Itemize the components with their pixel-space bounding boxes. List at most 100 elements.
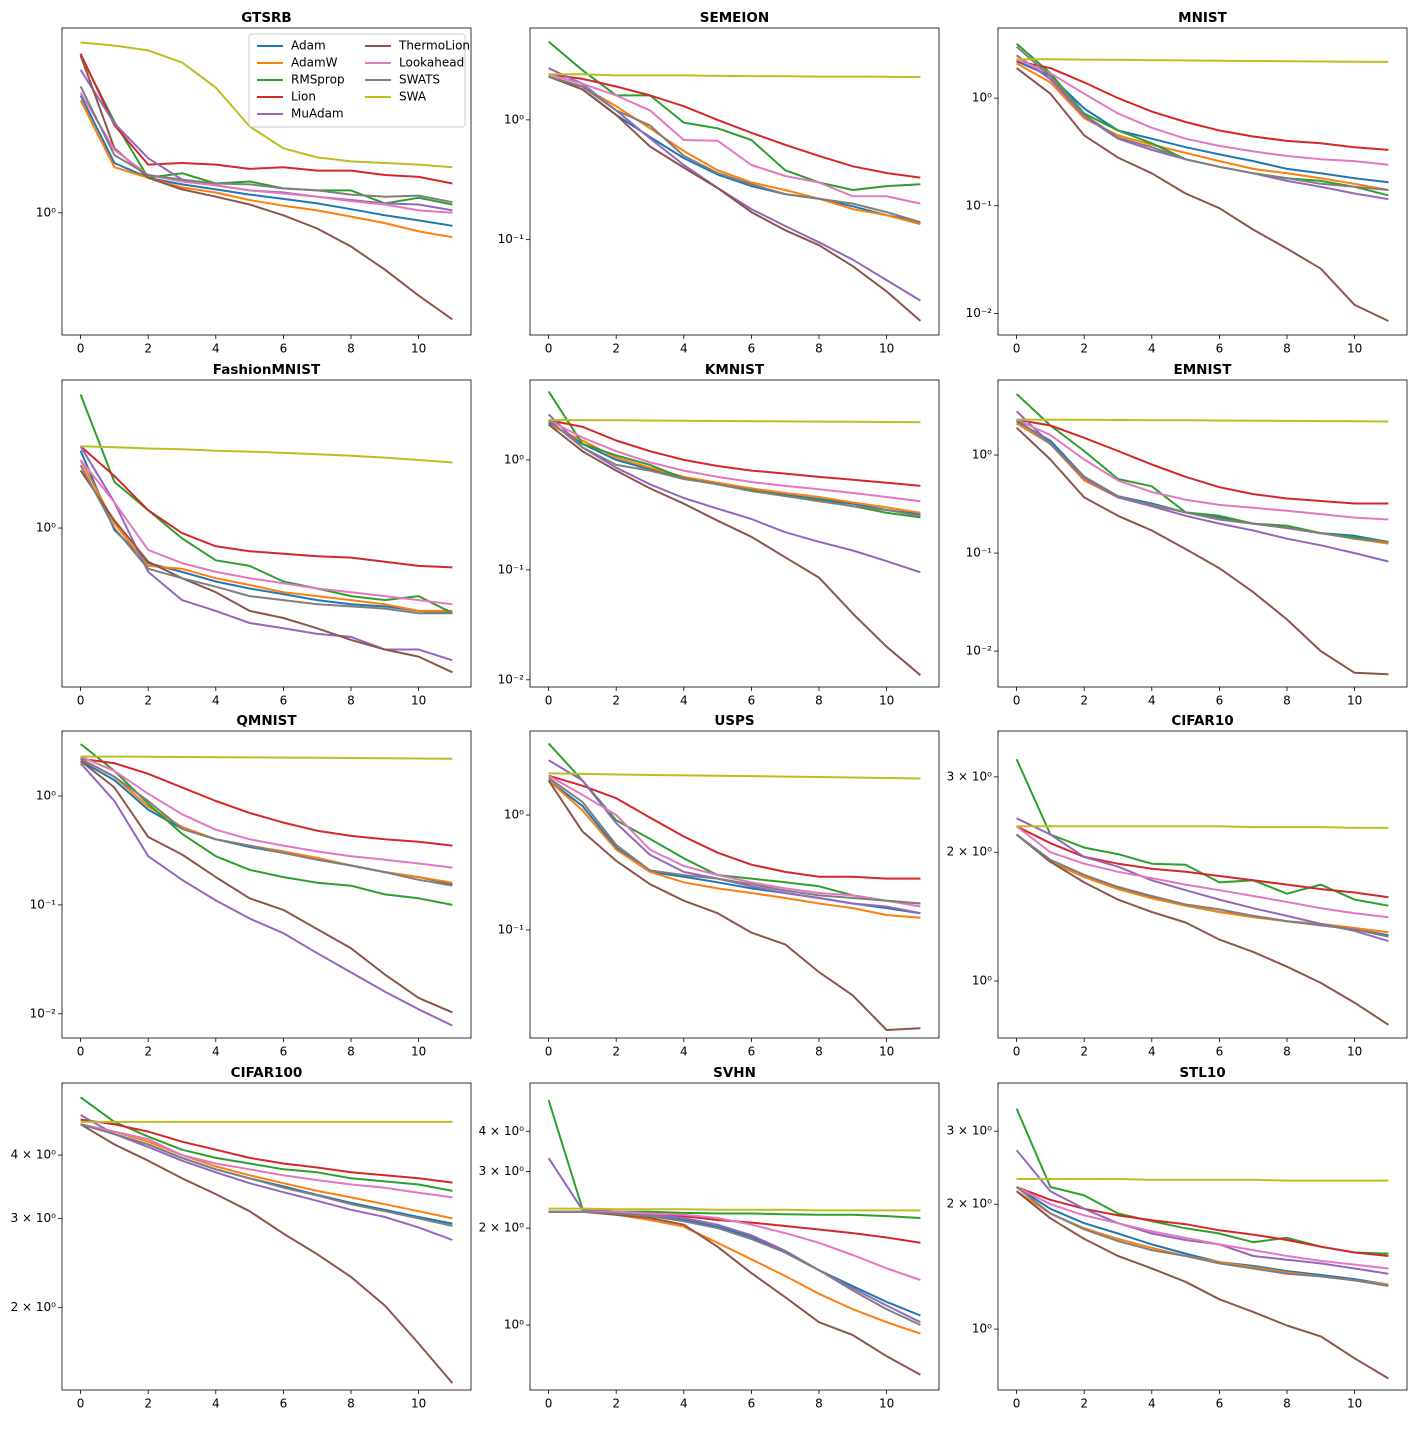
- series-line: [548, 73, 921, 205]
- series-line: [79, 85, 453, 204]
- x-tick-label: 0: [545, 1045, 553, 1059]
- series-line: [79, 53, 453, 185]
- x-tick-label: 4: [212, 1397, 220, 1411]
- series-line: [80, 757, 453, 887]
- x-tick-label: 8: [1283, 1045, 1291, 1059]
- series-line: [548, 423, 921, 514]
- plot-frame: [529, 730, 940, 1039]
- x-tick-label: 2: [144, 1397, 152, 1411]
- plot-frame: [997, 730, 1408, 1039]
- series-line: [79, 445, 453, 662]
- series-line: [548, 419, 921, 503]
- plot-area: [530, 1083, 939, 1390]
- series-line: [79, 445, 453, 569]
- x-tick-label: 8: [347, 694, 355, 708]
- x-tick-label: 2: [1080, 694, 1088, 708]
- y-tick-label: 4 × 10⁰: [11, 1148, 57, 1162]
- x-tick-label: 10: [879, 1397, 894, 1411]
- y-tick-label: 10⁰: [972, 448, 992, 462]
- series-line: [80, 1114, 453, 1241]
- series-line: [548, 1210, 921, 1281]
- y-tick-label: 10⁻¹: [30, 897, 57, 911]
- legend-label: RMSprop: [291, 73, 345, 87]
- series-line: [80, 755, 453, 760]
- x-tick-label: 4: [1148, 694, 1156, 708]
- x-tick-label: 10: [879, 342, 894, 356]
- plot-area: [62, 1083, 471, 1390]
- series-line: [79, 459, 453, 606]
- chart-title: QMNIST: [236, 713, 297, 729]
- series-line: [548, 1210, 921, 1326]
- x-tick-label: 2: [1080, 1045, 1088, 1059]
- plot-frame: [61, 27, 472, 336]
- x-tick-label: 10: [411, 694, 426, 708]
- x-tick-label: 8: [815, 694, 823, 708]
- series-line: [80, 41, 453, 169]
- y-tick-label: 2 × 10⁰: [947, 845, 993, 859]
- legend-label: MuAdam: [291, 107, 344, 121]
- series-line: [1016, 58, 1389, 63]
- plot-frame: [529, 1082, 940, 1391]
- series-line: [548, 419, 921, 424]
- x-tick-label: 8: [1283, 694, 1291, 708]
- chart-title: CIFAR100: [231, 1065, 303, 1081]
- y-tick-label: 2 × 10⁰: [947, 1197, 993, 1211]
- x-tick-label: 8: [347, 1045, 355, 1059]
- series-line: [547, 423, 922, 676]
- chart-title: MNIST: [1178, 10, 1227, 26]
- plot-frame: [997, 27, 1408, 336]
- series-line: [1016, 62, 1389, 191]
- series-line: [1016, 1186, 1389, 1286]
- y-tick-label: 3 × 10⁰: [947, 769, 993, 783]
- y-tick-label: 10⁻²: [966, 306, 993, 320]
- x-tick-label: 10: [411, 342, 426, 356]
- x-tick-label: 0: [77, 1397, 85, 1411]
- y-tick-label: 10⁰: [504, 1317, 524, 1331]
- series-line: [548, 419, 921, 487]
- series-line: [548, 774, 921, 880]
- x-tick-label: 4: [1148, 342, 1156, 356]
- plot-frame: [997, 1082, 1408, 1391]
- x-tick-label: 8: [1283, 342, 1291, 356]
- legend-box: [248, 33, 466, 128]
- x-tick-label: 6: [748, 1045, 756, 1059]
- x-tick-label: 0: [1013, 694, 1021, 708]
- x-tick-label: 8: [1283, 1397, 1291, 1411]
- x-tick-label: 10: [1347, 1045, 1362, 1059]
- series-line: [1016, 1186, 1389, 1257]
- series-line: [548, 1207, 921, 1212]
- y-tick-label: 2 × 10⁰: [479, 1221, 525, 1235]
- x-tick-label: 8: [815, 1397, 823, 1411]
- x-tick-label: 10: [1347, 694, 1362, 708]
- x-tick-label: 10: [879, 694, 894, 708]
- plot-frame: [61, 730, 472, 1039]
- series-line: [1016, 418, 1389, 423]
- x-tick-label: 6: [1216, 342, 1224, 356]
- legend-label: Lookahead: [399, 56, 464, 70]
- plot-frame: [529, 27, 940, 336]
- x-tick-label: 10: [411, 1397, 426, 1411]
- series-line: [548, 1210, 921, 1376]
- x-tick-label: 6: [280, 694, 288, 708]
- plot-frame: [529, 379, 940, 688]
- y-tick-label: 10⁰: [504, 112, 524, 126]
- series-line: [80, 1123, 453, 1220]
- series-line: [1016, 833, 1389, 938]
- series-line: [548, 73, 921, 78]
- y-tick-label: 10⁻¹: [966, 546, 993, 560]
- y-tick-label: 10⁰: [36, 521, 56, 535]
- y-tick-label: 10⁻¹: [966, 198, 993, 212]
- series-line: [1016, 825, 1389, 829]
- x-tick-label: 6: [1216, 1045, 1224, 1059]
- x-tick-label: 4: [1148, 1045, 1156, 1059]
- y-tick-label: 10⁻²: [498, 672, 525, 686]
- x-tick-label: 2: [144, 342, 152, 356]
- x-tick-label: 10: [879, 1045, 894, 1059]
- series-line: [80, 1118, 453, 1184]
- chart-title: EMNIST: [1174, 362, 1233, 378]
- series-line: [547, 419, 921, 517]
- legend-label: Adam: [291, 39, 326, 53]
- series-line: [80, 445, 453, 464]
- series-line: [1015, 67, 1389, 322]
